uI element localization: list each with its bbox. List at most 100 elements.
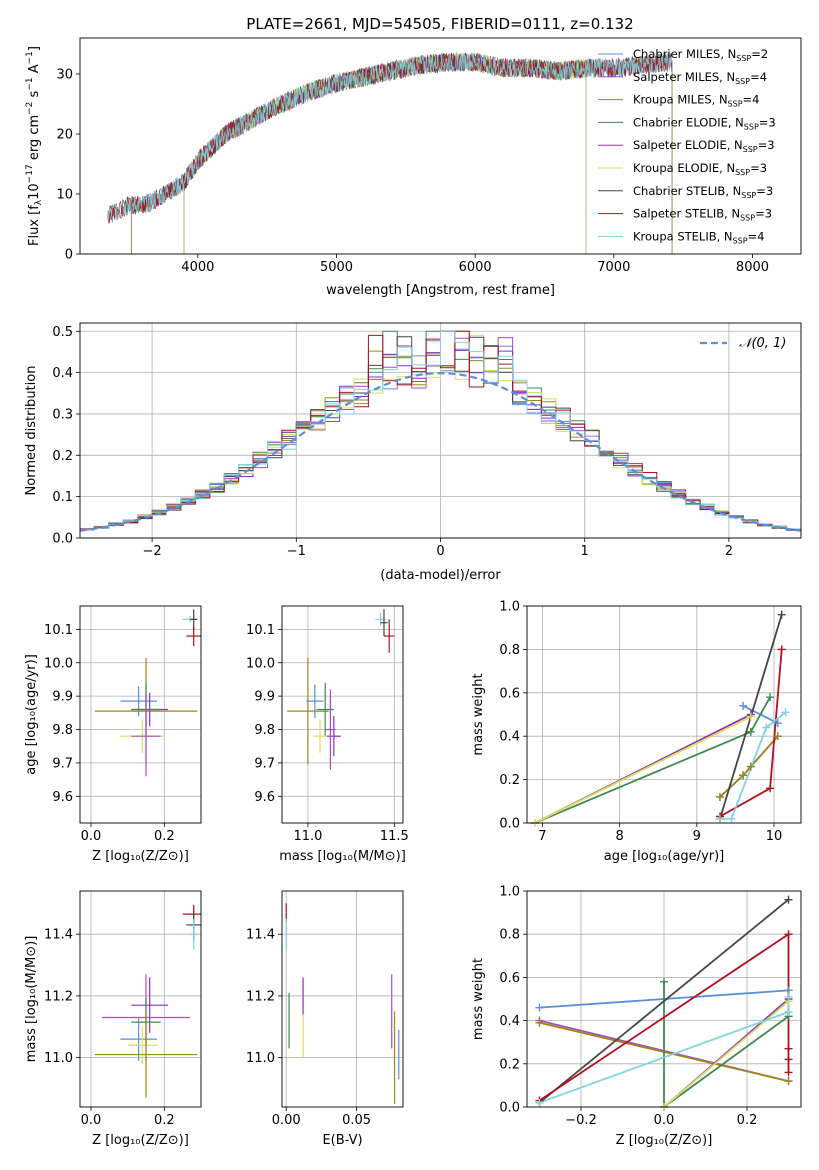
x-tick-label: −2: [143, 544, 162, 559]
legend-label: 𝒩(0, 1): [739, 336, 786, 351]
y-tick-label: 0.5: [52, 325, 73, 340]
series-line: [538, 898, 790, 1104]
x-tick-label: 8000: [736, 260, 769, 275]
chart-mass-vs-ebv: 0.00 0.05 11.0 11.2 11.4 E(B-V): [246, 890, 404, 1148]
x-tick-label: 7: [538, 829, 546, 844]
y-tick-label: 11.0: [246, 1051, 275, 1066]
series-line: [534, 715, 752, 823]
data-point: [660, 977, 668, 986]
y-axis-label: Flux [fλ10−17 erg cm−2 s−1 A−1]: [25, 46, 44, 246]
chart-weight-vs-age: 7 8 9 10 0.0 0.2 0.4 0.6 0.8 1.0 age [log₁₀(age/yr…: [471, 600, 802, 864]
data-point: [746, 762, 755, 771]
data-point: [746, 712, 755, 721]
axes-frame: [79, 322, 802, 539]
x-axis-label: Z [log₁₀(Z/Z⊙)]: [616, 1133, 713, 1148]
x-tick-label: 10: [766, 829, 783, 844]
data-point: [773, 732, 782, 741]
x-axis-label: Z [log₁₀(Z/Z⊙)]: [92, 1133, 189, 1148]
x-tick-label: 4000: [181, 260, 214, 275]
legend-label: Chabrier MILES, NSSP=2: [633, 47, 768, 63]
x-tick-label: −0.2: [565, 1113, 597, 1128]
y-tick-label: 11.2: [44, 989, 73, 1004]
chart-mass-vs-Z: 0.0 0.2 11.0 11.2 11.4 Z [log₁₀(Z/Z⊙)] mass [l…: [24, 890, 202, 1148]
y-axis-label: mass weight: [471, 958, 486, 1040]
y-tick-label: 0.4: [499, 1014, 520, 1029]
axes-frame: [79, 605, 202, 824]
data-point: [535, 1098, 544, 1107]
y-axis-label: Normed distribution: [24, 366, 39, 496]
axes-frame: [79, 37, 802, 255]
data-point: [739, 771, 748, 780]
data-point: [727, 814, 736, 823]
y-tick-label: 9.9: [52, 690, 73, 705]
axes-frame: [526, 890, 802, 1108]
series-line: [663, 981, 790, 1107]
data-point: [784, 1055, 793, 1064]
series-line: [719, 735, 779, 798]
x-tick-label: 0: [436, 544, 444, 559]
y-tick-label: 9.6: [254, 790, 275, 805]
x-tick-label: 11.0: [293, 829, 322, 844]
legend-label: Chabrier STELIB, NSSP=3: [633, 184, 773, 200]
y-tick-label: 11.4: [44, 928, 73, 943]
histogram-steps: [80, 330, 801, 531]
data-point: [784, 1077, 793, 1086]
x-axis-label: mass [log₁₀(M/M⊙)]: [279, 849, 406, 864]
x-tick-label: 0.2: [154, 829, 175, 844]
y-tick-label: 9.8: [52, 723, 73, 738]
y-tick-label: 0.0: [499, 1101, 520, 1116]
y-tick-label: 11.0: [44, 1051, 73, 1066]
x-tick-label: 6000: [459, 260, 492, 275]
y-tick-label: 10.1: [246, 623, 275, 638]
spectrum-line: [183, 52, 587, 254]
x-axis-label: age [log₁₀(age/yr)]: [604, 849, 725, 864]
x-tick-label: 11.5: [380, 829, 409, 844]
data-point: [784, 1044, 793, 1053]
spectrum-line: [107, 52, 673, 221]
y-tick-label: 0.0: [52, 532, 73, 547]
x-tick-label: 9: [693, 829, 701, 844]
data-point: [739, 701, 748, 710]
data-point: [766, 693, 775, 702]
data-point: [784, 1007, 793, 1016]
spectrum-line: [183, 52, 587, 254]
chart-age-vs-Z: 0.0 0.2 9.6 9.7 9.8 9.9 10.0 10.1 Z [log₁₀(Z/Z⊙)…: [24, 605, 202, 864]
legend-label: Salpeter STELIB, NSSP=3: [633, 207, 772, 223]
data-point: [746, 727, 755, 736]
legend-label: Salpeter ELODIE, NSSP=3: [633, 138, 775, 154]
y-tick-label: 0: [65, 248, 73, 263]
data-point: [535, 1003, 544, 1012]
x-tick-label: 1: [581, 544, 589, 559]
y-tick-label: 0.6: [499, 686, 520, 701]
chart-age-vs-mass: 11.0 11.5 9.6 9.7 9.8 9.9 10.0 10.1 mass [log₁₀(…: [246, 605, 409, 864]
data-point: [715, 792, 724, 801]
y-tick-label: 1.0: [499, 600, 520, 615]
y-axis-label: mass [log₁₀(M/M⊙)]: [24, 936, 39, 1063]
y-tick-label: 0.2: [499, 1057, 520, 1072]
x-tick-label: 0.0: [81, 829, 102, 844]
y-tick-label: 9.8: [254, 723, 275, 738]
axes-frame: [526, 605, 802, 824]
series-line: [663, 1000, 790, 1107]
data-point: [784, 1068, 793, 1077]
y-axis-label: age [log₁₀(age/yr)]: [24, 654, 39, 775]
plot-area: [80, 330, 801, 532]
chart-spectrum: 4000 5000 6000 7000 8000 0 10 20 30 wavelength [A…: [25, 37, 802, 298]
y-tick-label: 10.0: [44, 656, 73, 671]
data-point: [762, 723, 771, 732]
y-tick-label: 0.2: [52, 449, 73, 464]
axes-frame: [281, 890, 404, 1108]
y-tick-label: 1.0: [499, 885, 520, 900]
data-point: [784, 992, 793, 1001]
y-tick-label: 0.8: [499, 928, 520, 943]
x-tick-label: 5000: [320, 260, 353, 275]
legend-label: Salpeter MILES, NSSP=4: [633, 70, 767, 86]
data-point: [784, 930, 793, 939]
legend-label: Kroupa MILES, NSSP=4: [633, 93, 759, 109]
y-tick-label: 9.7: [52, 756, 73, 771]
x-axis-label: (data-model)/error: [380, 568, 501, 583]
legend-label: Chabrier ELODIE, NSSP=3: [633, 115, 776, 131]
data-point: [766, 784, 775, 793]
plot-area: [94, 609, 201, 777]
